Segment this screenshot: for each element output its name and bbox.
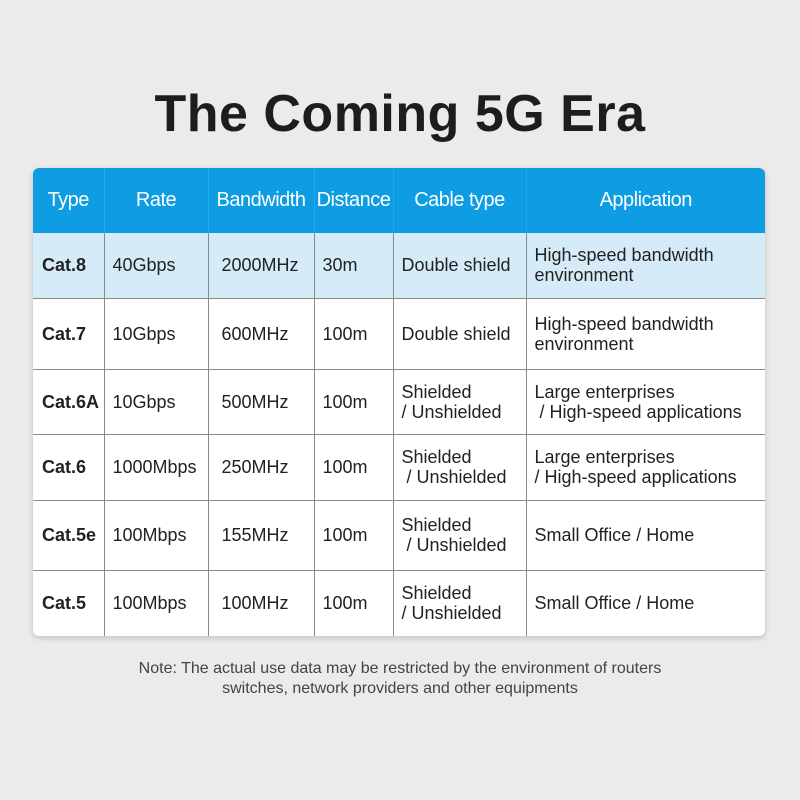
table-row: Cat.5 100Mbps 100MHz 100m Shielded / Unshield…: [33, 569, 765, 636]
cable-type-cell: Shielded / Unshielded: [393, 368, 527, 434]
cable-type-cell: Shielded / Unshielded: [393, 433, 527, 500]
cell-line: / High-speed applications: [534, 467, 737, 487]
cell-line: / Unshielded: [401, 603, 502, 624]
cell-line: High-speed bandwidth: [534, 313, 714, 334]
cell-line: environment: [534, 333, 634, 354]
type-cell: Cat.6: [33, 433, 105, 500]
header-distance: Distance: [314, 168, 394, 233]
table-row: Cat.7 10Gbps 600MHz 100m Double shield High-s…: [33, 297, 765, 369]
application-cell: Small Office / Home: [526, 569, 765, 636]
rate-cell: 10Gbps: [104, 297, 209, 369]
distance-cell: 100m: [314, 433, 394, 500]
cable-type-cell: Double shield: [393, 297, 527, 369]
cell-line: Small Office / Home: [534, 525, 695, 545]
cell-line: Shielded: [401, 447, 472, 467]
cell-line: Shielded: [401, 515, 472, 535]
cell-line: / Unshielded: [401, 401, 502, 422]
cable-type-cell: Double shield: [393, 233, 527, 298]
distance-cell: 100m: [314, 297, 394, 369]
table-row: Cat.6 1000Mbps 250MHz 100m Shielded / Unshie…: [33, 433, 765, 500]
cell-line: Double shield: [401, 255, 511, 276]
cell-line: environment: [534, 265, 634, 286]
cell-line: / High-speed applications: [534, 401, 742, 422]
cell-line: Large enterprises: [534, 447, 675, 467]
table-row: Cat.8 40Gbps 2000MHz 30m Double shield High-s…: [33, 233, 765, 298]
header-rate: Rate: [104, 168, 209, 233]
header-bandwidth: Bandwidth: [208, 168, 315, 233]
spec-table: Type Rate Bandwidth Distance Cable type …: [33, 168, 765, 636]
header-cable-type: Cable type: [393, 168, 527, 233]
bandwidth-cell: 155MHz: [208, 499, 315, 570]
cell-line: Shielded: [401, 381, 472, 402]
type-cell: Cat.5e: [33, 499, 105, 570]
note-line: Note: The actual use data may be restric…: [138, 660, 662, 677]
cell-line: Double shield: [401, 323, 511, 344]
application-cell: High-speed bandwidth environment: [526, 233, 765, 298]
bandwidth-cell: 600MHz: [208, 297, 315, 369]
cell-line: Large enterprises: [534, 381, 675, 402]
bandwidth-cell: 2000MHz: [208, 233, 315, 298]
type-cell: Cat.5: [33, 569, 105, 636]
cell-line: High-speed bandwidth: [534, 245, 714, 266]
distance-cell: 100m: [314, 368, 394, 434]
rate-cell: 1000Mbps: [104, 433, 209, 500]
rate-cell: 100Mbps: [104, 499, 209, 570]
bandwidth-cell: 500MHz: [208, 368, 315, 434]
type-cell: Cat.8: [33, 233, 105, 298]
cable-type-cell: Shielded / Unshielded: [393, 569, 527, 636]
distance-cell: 100m: [314, 569, 394, 636]
header-type: Type: [33, 168, 105, 233]
rate-cell: 40Gbps: [104, 233, 209, 298]
rate-cell: 100Mbps: [104, 569, 209, 636]
page-title: The Coming 5G Era: [154, 85, 646, 143]
distance-cell: 30m: [314, 233, 394, 298]
bandwidth-cell: 250MHz: [208, 433, 315, 500]
note-line: switches, network providers and other eq…: [222, 680, 578, 697]
table-header-row: Type Rate Bandwidth Distance Cable type …: [33, 168, 765, 233]
application-cell: Large enterprises / High-speed applicati…: [526, 368, 765, 434]
bandwidth-cell: 100MHz: [208, 569, 315, 636]
cell-line: / Unshielded: [401, 467, 507, 487]
application-cell: Small Office / Home: [526, 499, 765, 570]
type-cell: Cat.6A: [33, 368, 105, 434]
rate-cell: 10Gbps: [104, 368, 209, 434]
application-cell: High-speed bandwidth environment: [526, 297, 765, 369]
header-application: Application: [526, 168, 765, 233]
type-cell: Cat.7: [33, 297, 105, 369]
cell-line: Small Office / Home: [534, 593, 695, 614]
footnote: Note: The actual use data may be restric…: [0, 659, 800, 699]
table-row: Cat.6A 10Gbps 500MHz 100m Shielded / Unshield…: [33, 368, 765, 434]
cable-type-cell: Shielded / Unshielded: [393, 499, 527, 570]
cell-line: Shielded: [401, 583, 472, 604]
table-row: Cat.5e 100Mbps 155MHz 100m Shielded / Unshie…: [33, 499, 765, 570]
application-cell: Large enterprises / High-speed applicatio…: [526, 433, 765, 500]
cell-line: / Unshielded: [401, 535, 507, 555]
distance-cell: 100m: [314, 499, 394, 570]
